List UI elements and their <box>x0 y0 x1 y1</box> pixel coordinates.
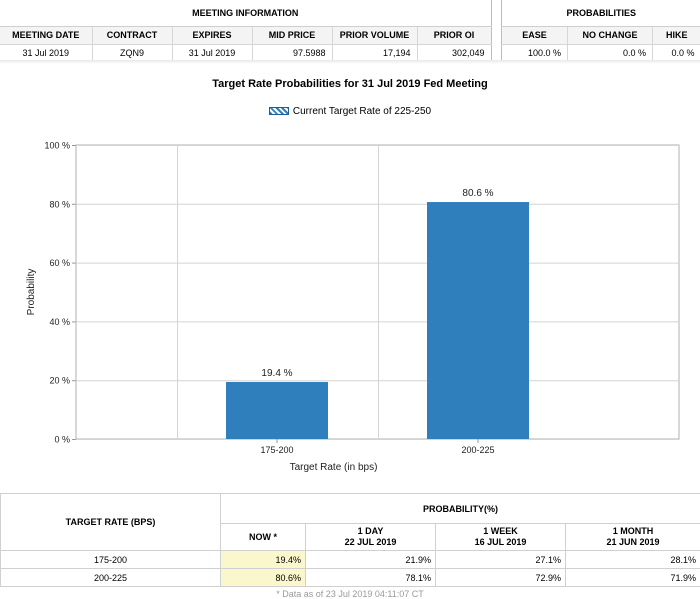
col-expires: EXPIRES <box>171 26 252 45</box>
legend-swatch <box>268 107 289 116</box>
y-tick-label: 100 % <box>44 141 70 151</box>
y-tick-label: 0 % <box>54 435 70 445</box>
probability-history-table: TARGET RATE (BPS) PROBABILITY(%) NOW * 1… <box>0 493 700 587</box>
col-hike: HIKE <box>651 26 700 45</box>
col-no-change: NO CHANGE <box>567 26 653 45</box>
y-tick-label: 20 % <box>49 376 70 386</box>
period-now: NOW * <box>220 523 306 551</box>
period-1-day-label: 1 DAY <box>357 526 384 536</box>
meeting-info-title: MEETING INFORMATION <box>0 0 492 27</box>
period-1-day-date: 22 JUL 2019 <box>344 537 397 547</box>
x-axis-label: Target Rate (in bps) <box>290 462 378 473</box>
data-timestamp-footnote: * Data as of 23 Jul 2019 04:11:07 CT <box>276 589 424 599</box>
top-info-panel: MEETING INFORMATION MEETING DATE CONTRAC… <box>0 0 700 64</box>
divider <box>0 60 700 64</box>
probabilities-title: PROBABILITIES <box>501 0 700 27</box>
row-value-1-week: 27.1% <box>435 550 566 569</box>
table-row: 175-200 19.4% 21.9% 27.1% 28.1% <box>0 550 700 569</box>
plot-area <box>75 144 680 440</box>
meeting-info-table: MEETING INFORMATION MEETING DATE CONTRAC… <box>0 0 492 63</box>
period-1-week-date: 16 JUL 2019 <box>474 537 527 547</box>
col-contract: CONTRACT <box>91 26 172 45</box>
chart-title: Target Rate Probabilities for 31 Jul 201… <box>212 78 488 90</box>
chart-legend: Current Target Rate of 225-250 <box>0 106 700 117</box>
y-tick-label: 60 % <box>49 258 70 268</box>
table-row: 200-225 80.6% 78.1% 72.9% 71.9% <box>0 568 700 587</box>
bar-data-label: 80.6 % <box>462 188 493 199</box>
x-tick-label: 175-200 <box>260 445 293 455</box>
target-rate-header: TARGET RATE (BPS) <box>0 493 221 551</box>
period-now-label: NOW * <box>249 531 277 542</box>
period-1-week-label: 1 WEEK <box>483 526 518 536</box>
bar-chart: 0 % 20 % 40 % 60 % 80 % 100 % 19.4 % 175-200 80.… <box>26 141 680 473</box>
row-target: 175-200 <box>0 550 221 569</box>
row-target: 200-225 <box>0 568 221 587</box>
bar-data-label: 19.4 % <box>261 368 292 379</box>
period-1-month-label: 1 MONTH <box>612 526 654 536</box>
probabilities-table: PROBABILITIES EASE NO CHANGE HIKE 100.0 … <box>501 0 700 63</box>
y-tick-label: 80 % <box>49 199 70 209</box>
col-prior-volume: PRIOR VOLUME <box>331 26 417 45</box>
row-value-1-month: 28.1% <box>565 550 700 569</box>
x-tick-label: 200-225 <box>461 445 494 455</box>
probability-header: PROBABILITY(%) <box>220 493 700 524</box>
period-1-month: 1 MONTH 21 JUN 2019 <box>565 523 700 551</box>
row-value-now: 19.4% <box>220 550 306 569</box>
row-value-now: 80.6% <box>220 568 306 587</box>
legend-label: Current Target Rate of 225-250 <box>292 106 432 117</box>
row-value-1-month: 71.9% <box>565 568 700 587</box>
period-1-month-date: 21 JUN 2019 <box>606 537 660 547</box>
bar <box>427 202 529 439</box>
y-axis-label: Probability <box>26 269 37 316</box>
period-1-day: 1 DAY 22 JUL 2019 <box>305 523 436 551</box>
col-meeting-date: MEETING DATE <box>0 26 92 45</box>
row-value-1-week: 72.9% <box>435 568 566 587</box>
col-mid-price: MID PRICE <box>251 26 332 45</box>
bar <box>226 381 328 439</box>
y-tick-label: 40 % <box>49 317 70 327</box>
row-value-1-day: 78.1% <box>305 568 436 587</box>
row-value-1-day: 21.9% <box>305 550 436 569</box>
col-ease: EASE <box>501 26 568 45</box>
period-1-week: 1 WEEK 16 JUL 2019 <box>435 523 566 551</box>
col-prior-oi: PRIOR OI <box>416 26 492 45</box>
